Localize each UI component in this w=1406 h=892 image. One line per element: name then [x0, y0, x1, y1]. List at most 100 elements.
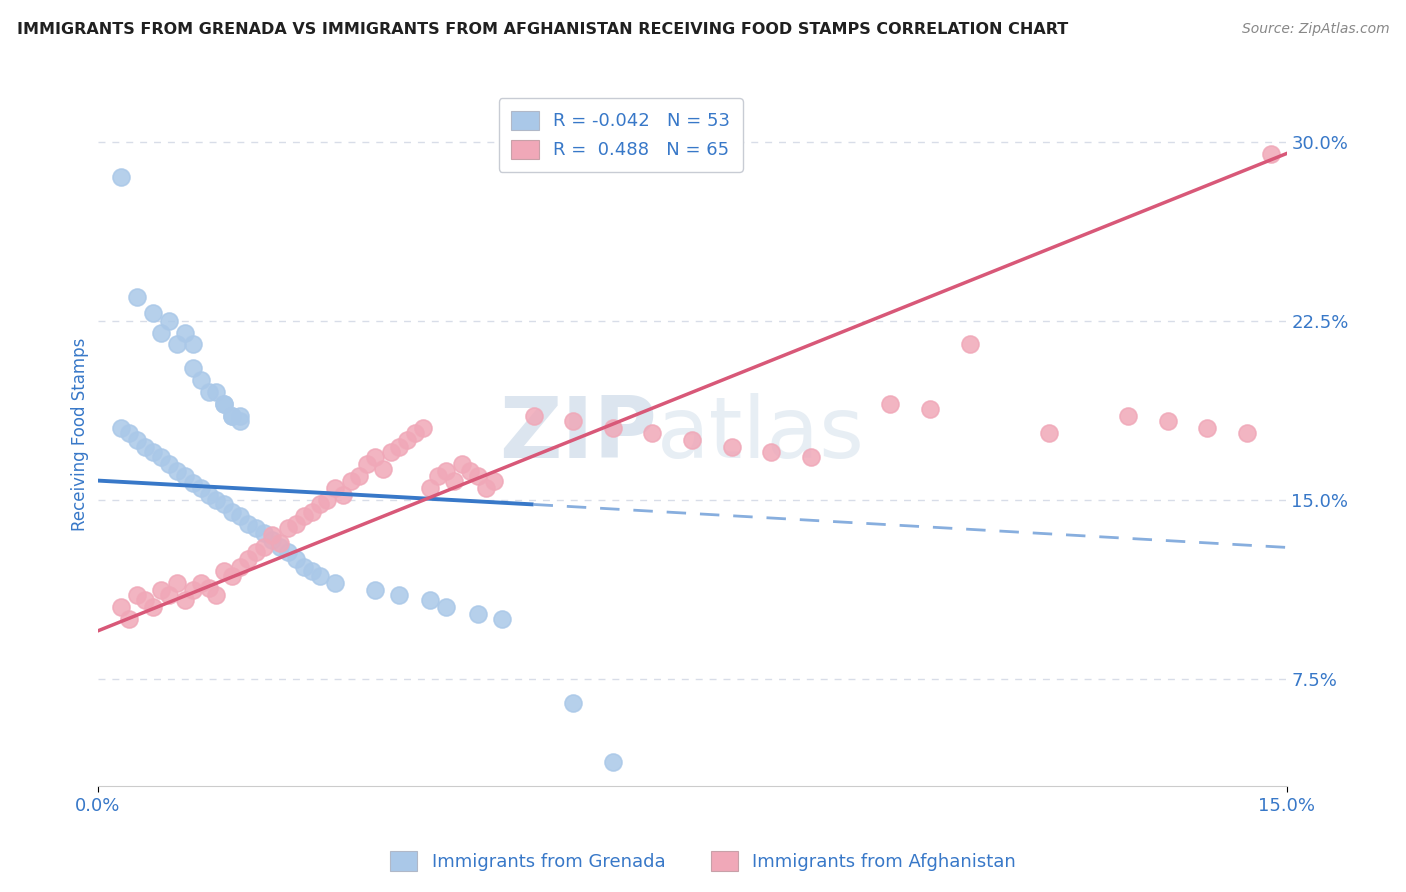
Point	[434, 464, 457, 478]
Point	[118, 612, 141, 626]
Point	[269, 541, 291, 555]
Point	[562, 414, 585, 428]
Point	[157, 313, 180, 327]
Point	[253, 526, 276, 541]
Point	[419, 593, 441, 607]
Point	[681, 433, 703, 447]
Point	[380, 445, 402, 459]
Point	[127, 588, 149, 602]
Point	[157, 588, 180, 602]
Point	[602, 421, 624, 435]
Point	[475, 481, 498, 495]
Point	[127, 290, 149, 304]
Point	[181, 337, 204, 351]
Point	[205, 385, 228, 400]
Point	[522, 409, 544, 423]
Legend: Immigrants from Grenada, Immigrants from Afghanistan: Immigrants from Grenada, Immigrants from…	[382, 844, 1024, 879]
Point	[641, 425, 664, 440]
Point	[277, 521, 299, 535]
Point	[404, 425, 426, 440]
Point	[301, 564, 323, 578]
Point	[253, 541, 276, 555]
Point	[412, 421, 434, 435]
Point	[332, 488, 354, 502]
Point	[1116, 409, 1139, 423]
Point	[118, 425, 141, 440]
Point	[301, 505, 323, 519]
Point	[325, 576, 347, 591]
Point	[364, 450, 387, 464]
Point	[221, 569, 243, 583]
Point	[491, 612, 513, 626]
Point	[292, 559, 315, 574]
Point	[1260, 146, 1282, 161]
Point	[229, 414, 252, 428]
Point	[142, 306, 165, 320]
Text: atlas: atlas	[657, 392, 865, 475]
Point	[260, 528, 283, 542]
Point	[238, 552, 260, 566]
Point	[451, 457, 474, 471]
Point	[190, 576, 212, 591]
Point	[1156, 414, 1178, 428]
Point	[238, 516, 260, 531]
Point	[260, 533, 283, 548]
Point	[142, 445, 165, 459]
Text: ZIP: ZIP	[499, 392, 657, 475]
Point	[562, 696, 585, 710]
Point	[1197, 421, 1219, 435]
Point	[214, 397, 236, 411]
Point	[229, 409, 252, 423]
Point	[214, 397, 236, 411]
Point	[371, 461, 394, 475]
Point	[292, 509, 315, 524]
Point	[197, 488, 219, 502]
Point	[173, 593, 195, 607]
Point	[356, 457, 378, 471]
Point	[959, 337, 981, 351]
Point	[879, 397, 901, 411]
Point	[181, 583, 204, 598]
Point	[434, 600, 457, 615]
Point	[214, 564, 236, 578]
Text: Source: ZipAtlas.com: Source: ZipAtlas.com	[1241, 22, 1389, 37]
Point	[395, 433, 418, 447]
Point	[127, 433, 149, 447]
Point	[197, 581, 219, 595]
Point	[325, 481, 347, 495]
Point	[419, 481, 441, 495]
Point	[221, 409, 243, 423]
Point	[166, 337, 188, 351]
Point	[150, 326, 173, 340]
Point	[458, 464, 481, 478]
Point	[214, 498, 236, 512]
Point	[427, 468, 450, 483]
Point	[190, 373, 212, 387]
Point	[720, 440, 742, 454]
Point	[150, 583, 173, 598]
Point	[602, 756, 624, 770]
Point	[150, 450, 173, 464]
Point	[110, 421, 132, 435]
Y-axis label: Receiving Food Stamps: Receiving Food Stamps	[72, 337, 89, 531]
Text: IMMIGRANTS FROM GRENADA VS IMMIGRANTS FROM AFGHANISTAN RECEIVING FOOD STAMPS COR: IMMIGRANTS FROM GRENADA VS IMMIGRANTS FR…	[17, 22, 1069, 37]
Point	[308, 569, 330, 583]
Point	[181, 361, 204, 376]
Point	[190, 481, 212, 495]
Point	[245, 545, 267, 559]
Point	[221, 409, 243, 423]
Point	[221, 505, 243, 519]
Point	[205, 588, 228, 602]
Point	[173, 468, 195, 483]
Point	[110, 600, 132, 615]
Point	[245, 521, 267, 535]
Point	[482, 474, 505, 488]
Point	[443, 474, 465, 488]
Point	[340, 474, 363, 488]
Point	[467, 607, 489, 622]
Point	[308, 498, 330, 512]
Point	[110, 170, 132, 185]
Point	[181, 475, 204, 490]
Point	[134, 593, 156, 607]
Point	[277, 545, 299, 559]
